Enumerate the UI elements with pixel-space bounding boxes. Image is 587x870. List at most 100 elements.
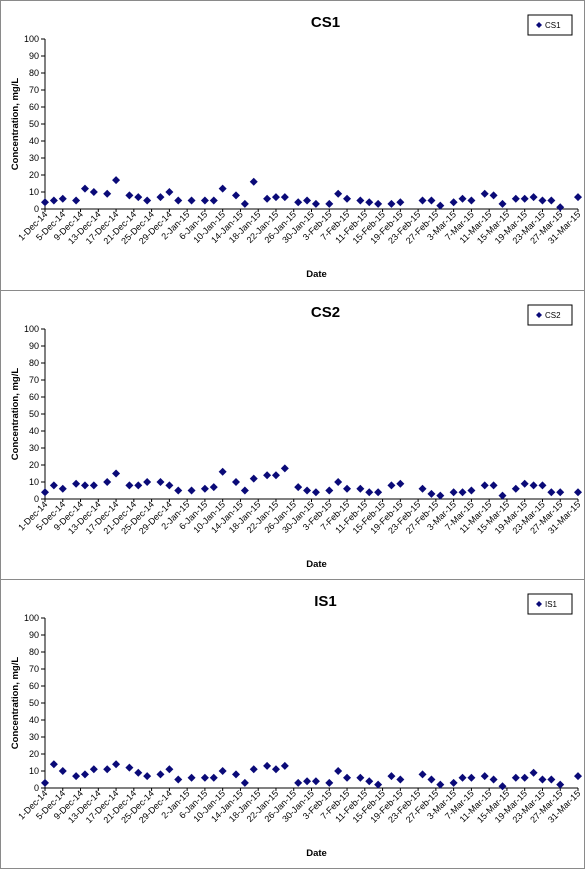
y-tick-label: 80 bbox=[29, 68, 39, 78]
data-point bbox=[165, 188, 174, 196]
data-point bbox=[396, 479, 405, 488]
data-point bbox=[89, 481, 98, 490]
data-point bbox=[174, 486, 183, 495]
data-point bbox=[249, 177, 258, 186]
y-tick-label: 0 bbox=[34, 494, 39, 504]
y-tick-label: 20 bbox=[29, 460, 39, 470]
data-point bbox=[303, 777, 312, 786]
x-axis-label: Date bbox=[306, 269, 327, 280]
y-tick-label: 90 bbox=[29, 341, 39, 351]
x-axis-label: Date bbox=[306, 559, 327, 570]
data-point bbox=[49, 196, 58, 205]
data-point bbox=[125, 191, 134, 200]
data-point bbox=[449, 778, 458, 787]
chart-svg-cs1: CS101020304050607080901001-Dec-145-Dec-1… bbox=[10, 14, 582, 280]
data-point bbox=[556, 488, 565, 497]
data-point bbox=[280, 761, 289, 770]
legend-marker bbox=[536, 22, 542, 28]
y-tick-label: 70 bbox=[29, 664, 39, 674]
data-point bbox=[538, 481, 547, 490]
data-point bbox=[240, 199, 249, 208]
data-point bbox=[263, 194, 272, 203]
data-point bbox=[72, 479, 81, 488]
y-tick-label: 20 bbox=[29, 170, 39, 180]
data-point bbox=[112, 760, 121, 769]
chart-title: IS1 bbox=[314, 593, 337, 610]
y-tick-label: 60 bbox=[29, 102, 39, 112]
data-point bbox=[365, 777, 374, 786]
data-point bbox=[103, 189, 112, 198]
y-tick-label: 60 bbox=[29, 392, 39, 402]
data-point bbox=[41, 198, 49, 207]
data-point bbox=[72, 772, 81, 781]
data-point bbox=[529, 768, 538, 777]
chart-svg-cs2: CS201020304050607080901001-Dec-145-Dec-1… bbox=[10, 304, 582, 570]
data-point bbox=[58, 767, 67, 775]
data-point bbox=[209, 773, 218, 782]
data-point bbox=[356, 196, 365, 205]
data-point bbox=[520, 773, 529, 782]
y-tick-label: 40 bbox=[29, 426, 39, 436]
y-tick-label: 30 bbox=[29, 153, 39, 163]
data-point bbox=[547, 775, 556, 784]
y-tick-label: 50 bbox=[29, 409, 39, 419]
data-point bbox=[156, 478, 165, 486]
data-point bbox=[125, 763, 134, 772]
legend-marker bbox=[536, 312, 542, 318]
data-point bbox=[80, 481, 89, 490]
data-point bbox=[498, 491, 507, 500]
data-point bbox=[49, 481, 58, 490]
data-point bbox=[187, 486, 196, 495]
chart-title: CS2 bbox=[311, 304, 340, 321]
data-point bbox=[156, 770, 165, 779]
data-point bbox=[200, 484, 209, 493]
data-point bbox=[263, 761, 272, 770]
y-tick-label: 70 bbox=[29, 85, 39, 95]
data-point bbox=[325, 199, 334, 208]
data-point bbox=[280, 464, 289, 473]
data-point bbox=[574, 193, 582, 202]
data-point bbox=[174, 196, 183, 205]
y-axis-label: Concentration, mg/L bbox=[10, 78, 21, 171]
data-point bbox=[103, 478, 112, 486]
data-point bbox=[271, 765, 280, 774]
y-tick-label: 100 bbox=[24, 613, 39, 623]
data-point bbox=[231, 478, 240, 486]
legend-marker bbox=[536, 601, 542, 607]
data-point bbox=[334, 767, 343, 775]
data-point bbox=[449, 198, 458, 207]
data-point bbox=[467, 196, 476, 205]
legend-box bbox=[527, 593, 573, 615]
data-point bbox=[489, 775, 498, 784]
data-point bbox=[58, 484, 67, 493]
data-point bbox=[209, 196, 218, 205]
y-tick-label: 50 bbox=[29, 698, 39, 708]
y-tick-label: 40 bbox=[29, 136, 39, 146]
data-point bbox=[311, 199, 320, 208]
data-point bbox=[396, 198, 405, 207]
data-point bbox=[41, 488, 49, 497]
data-point bbox=[231, 770, 240, 779]
data-point bbox=[365, 488, 374, 497]
data-point bbox=[436, 201, 445, 210]
data-point bbox=[458, 488, 467, 497]
data-point bbox=[200, 196, 209, 205]
data-point bbox=[325, 778, 334, 787]
data-point bbox=[556, 203, 565, 212]
data-point bbox=[125, 481, 134, 490]
data-point bbox=[574, 488, 582, 497]
data-point bbox=[58, 194, 67, 203]
data-point bbox=[143, 478, 152, 486]
data-point bbox=[467, 773, 476, 782]
data-point bbox=[449, 488, 458, 497]
data-point bbox=[529, 193, 538, 202]
y-tick-label: 20 bbox=[29, 749, 39, 759]
data-point bbox=[365, 198, 374, 207]
data-point bbox=[387, 481, 396, 490]
data-point bbox=[387, 772, 396, 781]
data-point bbox=[436, 491, 445, 500]
data-point bbox=[480, 481, 489, 490]
data-point bbox=[427, 775, 436, 784]
data-point bbox=[529, 481, 538, 490]
data-point bbox=[343, 773, 352, 782]
